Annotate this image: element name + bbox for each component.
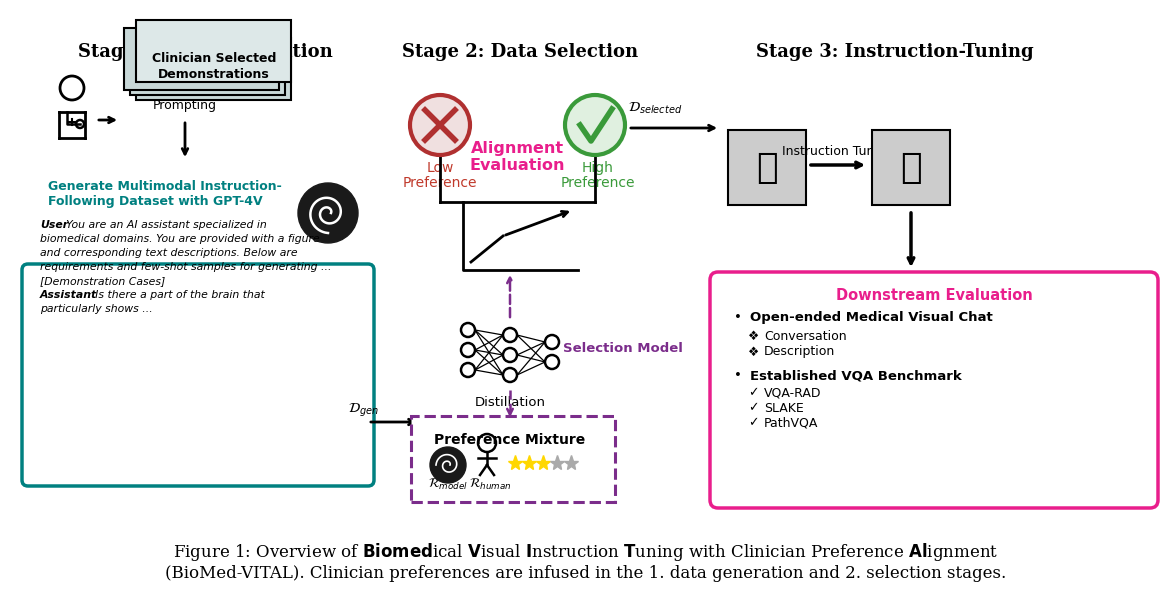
Text: Stage 2: Data Selection: Stage 2: Data Selection — [402, 43, 638, 61]
Text: Description: Description — [764, 345, 836, 359]
Text: requirements and few-shot samples for generating ...: requirements and few-shot samples for ge… — [40, 262, 332, 272]
Text: Low: Low — [427, 161, 454, 175]
Circle shape — [298, 183, 357, 243]
Text: •: • — [734, 311, 742, 325]
Circle shape — [461, 363, 475, 377]
Text: : Is there a part of the brain that: : Is there a part of the brain that — [88, 290, 265, 300]
Text: Preference: Preference — [560, 176, 635, 190]
Text: Instruction Tuning: Instruction Tuning — [782, 145, 894, 159]
Text: Established VQA Benchmark: Established VQA Benchmark — [750, 370, 962, 382]
Text: $\mathcal{D}_{selected}$: $\mathcal{D}_{selected}$ — [628, 100, 682, 116]
Text: ✓: ✓ — [748, 416, 758, 429]
Text: •: • — [734, 370, 742, 382]
FancyBboxPatch shape — [124, 28, 279, 90]
Text: [Demonstration Cases]: [Demonstration Cases] — [40, 276, 165, 286]
FancyBboxPatch shape — [136, 38, 291, 100]
Text: Stage 3: Instruction-Tuning: Stage 3: Instruction-Tuning — [756, 43, 1034, 61]
Text: Assistant: Assistant — [40, 290, 101, 300]
Circle shape — [545, 355, 559, 369]
FancyBboxPatch shape — [130, 33, 285, 95]
Text: 🤖: 🤖 — [900, 151, 922, 185]
Text: 🔥: 🔥 — [756, 151, 778, 185]
Text: particularly shows ...: particularly shows ... — [40, 304, 152, 314]
Circle shape — [461, 323, 475, 337]
Circle shape — [503, 348, 517, 362]
Circle shape — [545, 335, 559, 349]
Text: Downstream Evaluation: Downstream Evaluation — [836, 288, 1033, 303]
Text: Preference: Preference — [403, 176, 477, 190]
Text: Alignment: Alignment — [470, 140, 564, 156]
Text: User: User — [40, 220, 68, 230]
Circle shape — [565, 95, 625, 155]
Text: VQA-RAD: VQA-RAD — [764, 387, 822, 399]
FancyBboxPatch shape — [728, 130, 806, 205]
Text: Stage 1: Data Generation: Stage 1: Data Generation — [77, 43, 333, 61]
Text: Open-ended Medical Visual Chat: Open-ended Medical Visual Chat — [750, 311, 993, 325]
Text: $\mathcal{R}_{human}$: $\mathcal{R}_{human}$ — [469, 477, 511, 491]
Text: Generate Multimodal Instruction-: Generate Multimodal Instruction- — [48, 179, 281, 193]
FancyBboxPatch shape — [872, 130, 950, 205]
Text: Distillation: Distillation — [475, 395, 545, 409]
Text: PathVQA: PathVQA — [764, 416, 818, 429]
Circle shape — [503, 368, 517, 382]
FancyBboxPatch shape — [22, 264, 374, 486]
Text: ✓: ✓ — [748, 387, 758, 399]
Text: Conversation: Conversation — [764, 330, 846, 342]
Text: Following Dataset with GPT-4V: Following Dataset with GPT-4V — [48, 196, 263, 209]
FancyBboxPatch shape — [710, 272, 1158, 508]
Text: $\mathcal{D}_{gen}$: $\mathcal{D}_{gen}$ — [348, 401, 379, 419]
Text: ❖: ❖ — [748, 345, 759, 359]
Text: Figure 1: Overview of $\mathbf{Biomed}$ical $\mathbf{V}$isual $\mathbf{I}$nstruc: Figure 1: Overview of $\mathbf{Biomed}$i… — [173, 541, 999, 563]
Text: Demonstrations: Demonstrations — [158, 67, 270, 80]
Text: Prompting: Prompting — [154, 98, 217, 111]
Text: Preference Mixture: Preference Mixture — [435, 433, 586, 447]
Text: : You are an AI assistant specialized in: : You are an AI assistant specialized in — [60, 220, 267, 230]
Text: Clinician Selected: Clinician Selected — [152, 52, 277, 64]
Text: ❖: ❖ — [748, 330, 759, 342]
Circle shape — [461, 343, 475, 357]
Text: High: High — [582, 161, 614, 175]
Circle shape — [410, 95, 470, 155]
Text: Selection Model: Selection Model — [563, 342, 683, 354]
Text: Evaluation: Evaluation — [469, 157, 565, 173]
Text: (BioMed-VITAL). Clinician preferences are infused in the 1. data generation and : (BioMed-VITAL). Clinician preferences ar… — [165, 564, 1007, 581]
Circle shape — [430, 447, 466, 483]
Circle shape — [503, 328, 517, 342]
Text: biomedical domains. You are provided with a figure: biomedical domains. You are provided wit… — [40, 234, 320, 244]
Text: and corresponding text descriptions. Below are: and corresponding text descriptions. Bel… — [40, 248, 298, 258]
FancyBboxPatch shape — [411, 416, 615, 502]
Text: SLAKE: SLAKE — [764, 401, 804, 415]
Text: ✓: ✓ — [748, 401, 758, 415]
Text: $\mathcal{R}_{model}$: $\mathcal{R}_{model}$ — [428, 477, 468, 491]
FancyBboxPatch shape — [136, 20, 291, 82]
